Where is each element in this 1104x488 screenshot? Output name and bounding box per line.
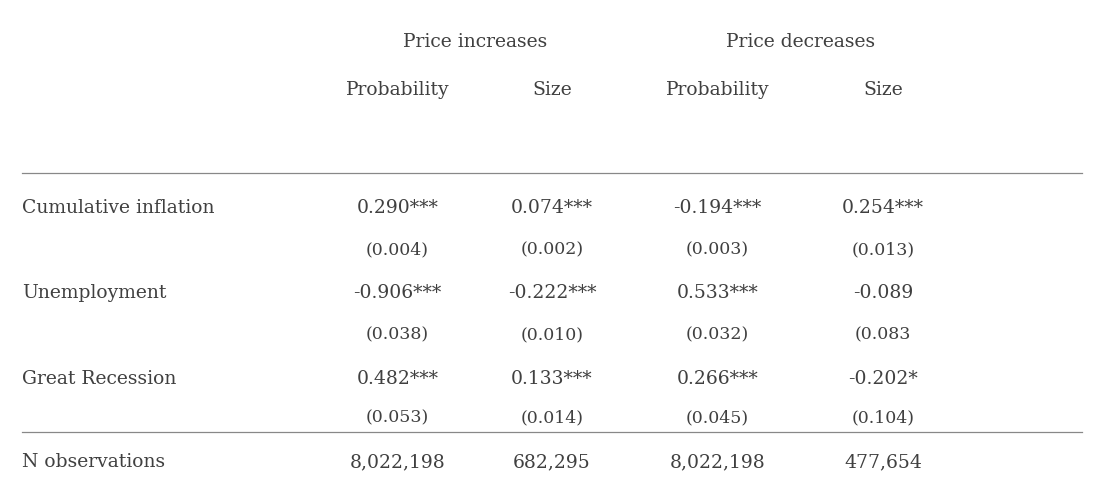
Text: 0.533***: 0.533***	[677, 284, 758, 302]
Text: (0.032): (0.032)	[686, 326, 750, 343]
Text: (0.010): (0.010)	[520, 326, 584, 343]
Text: (0.104): (0.104)	[851, 409, 915, 426]
Text: Cumulative inflation: Cumulative inflation	[22, 199, 214, 216]
Text: Probability: Probability	[666, 81, 769, 99]
Text: 682,295: 682,295	[513, 452, 591, 470]
Text: (0.045): (0.045)	[686, 409, 750, 426]
Text: Size: Size	[532, 81, 572, 99]
Text: -0.222***: -0.222***	[508, 284, 596, 302]
Text: 0.133***: 0.133***	[511, 369, 593, 387]
Text: Price decreases: Price decreases	[725, 33, 875, 50]
Text: Probability: Probability	[346, 81, 449, 99]
Text: Great Recession: Great Recession	[22, 369, 177, 387]
Text: (0.053): (0.053)	[365, 409, 429, 426]
Text: -0.194***: -0.194***	[673, 199, 762, 216]
Text: -0.202*: -0.202*	[848, 369, 919, 387]
Text: 8,022,198: 8,022,198	[670, 452, 765, 470]
Text: 8,022,198: 8,022,198	[350, 452, 445, 470]
Text: Price increases: Price increases	[403, 33, 546, 50]
Text: (0.013): (0.013)	[851, 241, 915, 257]
Text: (0.002): (0.002)	[520, 241, 584, 257]
Text: N observations: N observations	[22, 452, 166, 470]
Text: 477,654: 477,654	[845, 452, 922, 470]
Text: (0.083: (0.083	[854, 326, 912, 343]
Text: (0.014): (0.014)	[520, 409, 584, 426]
Text: 0.266***: 0.266***	[677, 369, 758, 387]
Text: 0.290***: 0.290***	[357, 199, 438, 216]
Text: 0.482***: 0.482***	[357, 369, 438, 387]
Text: 0.254***: 0.254***	[842, 199, 924, 216]
Text: (0.004): (0.004)	[365, 241, 429, 257]
Text: (0.038): (0.038)	[365, 326, 429, 343]
Text: Size: Size	[863, 81, 903, 99]
Text: Unemployment: Unemployment	[22, 284, 167, 302]
Text: (0.003): (0.003)	[686, 241, 750, 257]
Text: 0.074***: 0.074***	[511, 199, 593, 216]
Text: -0.906***: -0.906***	[353, 284, 442, 302]
Text: -0.089: -0.089	[853, 284, 913, 302]
